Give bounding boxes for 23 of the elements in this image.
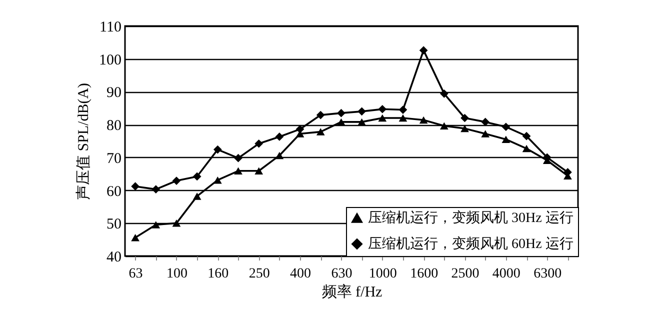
x-tick-label: 6300	[534, 266, 562, 282]
x-tick-label: 1000	[368, 266, 397, 282]
y-tick-label: 40	[106, 250, 122, 266]
x-tick-label: 160	[208, 266, 229, 282]
legend-label: 压缩机运行，变频风机 60Hz 运行	[368, 236, 574, 252]
x-tick-label: 250	[248, 266, 270, 282]
legend-label: 压缩机运行，变频风机 30Hz 运行	[368, 210, 574, 226]
x-tick-label: 2500	[451, 266, 480, 282]
x-tick-label: 400	[290, 266, 312, 282]
y-axis-title: 声压值 SPL/dB(A)	[75, 82, 92, 200]
x-tick-label: 100	[166, 266, 188, 282]
x-axis-title: 频率 f/Hz	[322, 284, 383, 300]
x-tick-label: 1600	[410, 266, 438, 282]
y-tick-label: 70	[106, 150, 122, 167]
x-tick-label: 4000	[492, 266, 520, 282]
y-tick-label: 60	[106, 184, 122, 200]
y-tick-label: 50	[106, 216, 122, 233]
y-tick-label: 80	[106, 118, 122, 134]
x-tick-label: 63	[128, 266, 143, 282]
y-tick-label: 90	[106, 85, 122, 102]
x-tick-label: 630	[331, 266, 352, 282]
y-tick-label: 110	[100, 20, 122, 36]
y-tick-label: 100	[99, 52, 122, 68]
